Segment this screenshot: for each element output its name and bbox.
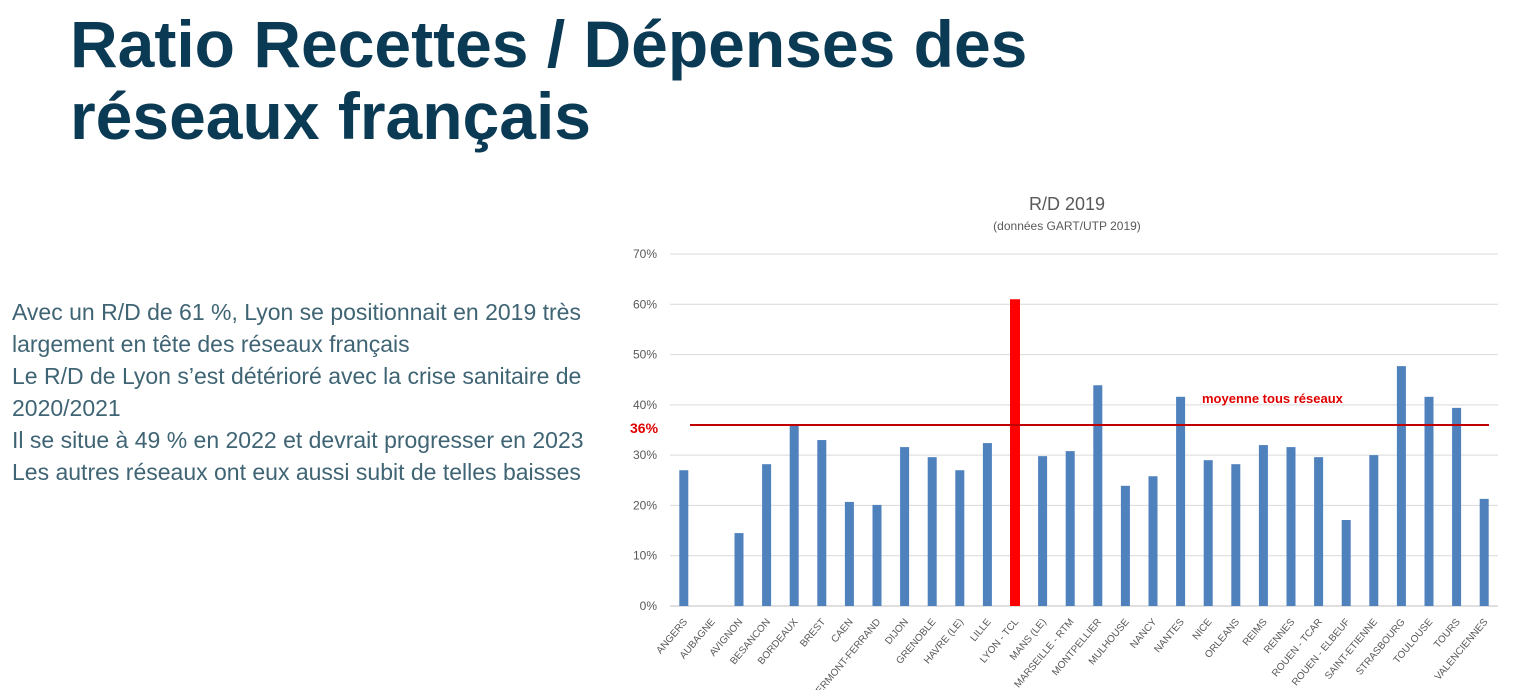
page-title: Ratio Recettes / Dépenses des réseaux fra… bbox=[70, 8, 1027, 152]
y-tick-label: 50% bbox=[633, 348, 657, 362]
chart-subtitle: (données GART/UTP 2019) bbox=[993, 219, 1141, 233]
bar-grenoble bbox=[927, 457, 937, 606]
y-tick-label: 10% bbox=[633, 549, 657, 563]
x-tick-label: DIJON bbox=[883, 617, 911, 647]
bar-caen bbox=[844, 501, 854, 606]
x-tick-label: NANTES bbox=[1152, 617, 1187, 655]
y-tick-label: 40% bbox=[633, 398, 657, 412]
bar-montpellier bbox=[1093, 385, 1103, 606]
x-tick-label: STRASBOURG bbox=[1354, 617, 1408, 678]
bar-avignon bbox=[734, 533, 744, 606]
x-tick-label: NICE bbox=[1191, 617, 1215, 643]
y-tick-label: 70% bbox=[633, 247, 657, 261]
y-tick-label: 60% bbox=[633, 297, 657, 311]
bar-rouen-tcar bbox=[1314, 457, 1324, 606]
bar-orleans bbox=[1231, 464, 1241, 606]
bar-nancy bbox=[1148, 476, 1158, 606]
x-tick-label: CAEN bbox=[829, 617, 855, 645]
bar-lille bbox=[982, 443, 992, 606]
bar-marseille-rtm bbox=[1065, 451, 1075, 606]
average-value-label: 36% bbox=[630, 420, 659, 436]
bar-brest bbox=[817, 440, 827, 606]
y-tick-label: 20% bbox=[633, 498, 657, 512]
x-tick-label: LILLE bbox=[968, 617, 993, 644]
bar-tours bbox=[1452, 407, 1462, 606]
bar-angers bbox=[679, 470, 689, 606]
y-tick-label: 0% bbox=[640, 599, 658, 613]
bar-dijon bbox=[900, 447, 910, 606]
x-tick-label: MONTPELLIER bbox=[1050, 617, 1104, 678]
bar-reims bbox=[1258, 445, 1268, 606]
bar-valenciennes bbox=[1479, 498, 1489, 606]
title-line-2: réseaux français bbox=[70, 79, 592, 153]
bullet: Le R/D de Lyon s’est détérioré avec la c… bbox=[12, 363, 582, 421]
bullet: Avec un R/D de 61 %, Lyon se positionnai… bbox=[12, 299, 581, 357]
bullet-text: Avec un R/D de 61 %, Lyon se positionnai… bbox=[12, 296, 602, 488]
title-line-1: Ratio Recettes / Dépenses des bbox=[70, 7, 1028, 81]
bullet: Il se situe à 49 % en 2022 et devrait pr… bbox=[12, 427, 584, 453]
bar-toulouse bbox=[1424, 396, 1434, 606]
bar-rennes bbox=[1286, 447, 1296, 606]
y-tick-label: 30% bbox=[633, 448, 657, 462]
bar-clermont-ferrand bbox=[872, 504, 882, 606]
average-annotation: moyenne tous réseaux bbox=[1202, 391, 1344, 406]
bar-lyon-tcl bbox=[1010, 299, 1020, 606]
chart-title: R/D 2019 bbox=[1029, 194, 1105, 214]
bar-bordeaux bbox=[789, 424, 799, 606]
bar-havre-le- bbox=[955, 470, 965, 606]
bar-saint-etienne bbox=[1369, 455, 1379, 606]
bullet: Les autres réseaux ont eux aussi subit d… bbox=[12, 459, 581, 485]
bar-strasbourg bbox=[1396, 366, 1406, 606]
x-tick-label: BREST bbox=[798, 617, 828, 650]
bar-nice bbox=[1203, 460, 1213, 606]
bar-besancon bbox=[762, 464, 772, 606]
bar-mans-le- bbox=[1038, 456, 1048, 606]
bar-nantes bbox=[1176, 396, 1186, 606]
bar-mulhouse bbox=[1120, 485, 1130, 606]
bar-rouen-elbeuf bbox=[1341, 520, 1351, 606]
x-tick-label: VALENCIENNES bbox=[1433, 617, 1491, 683]
